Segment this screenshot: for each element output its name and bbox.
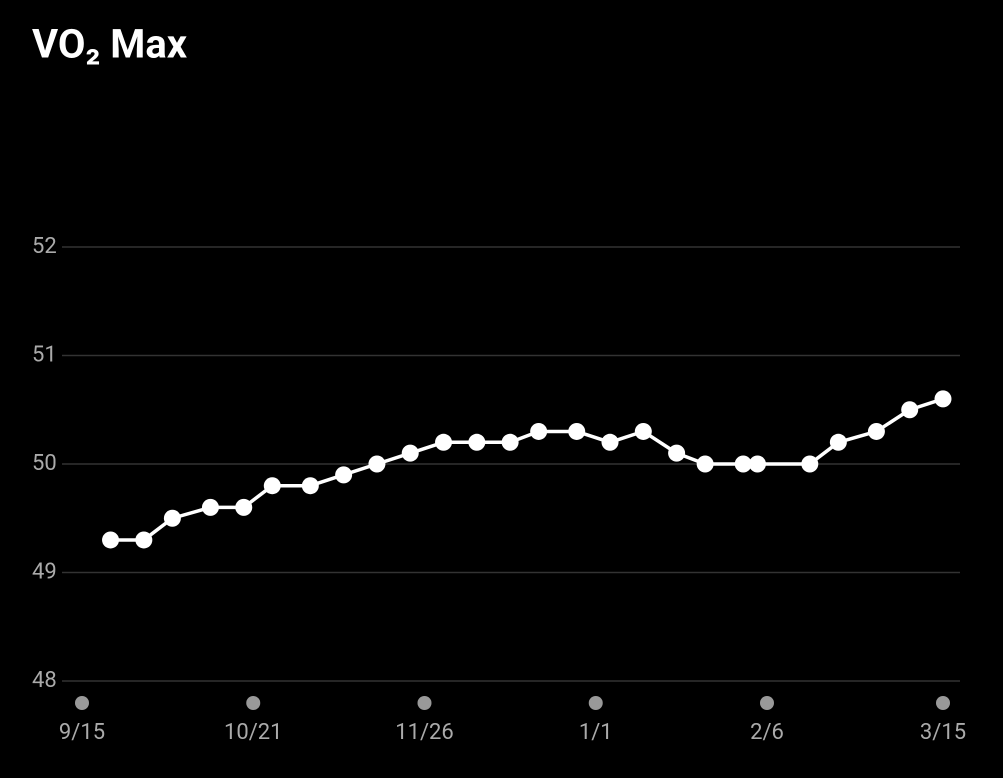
data-point [668,444,686,462]
data-point [568,422,586,440]
x-tick-label: 9/15 [59,720,105,745]
data-point [235,498,253,516]
data-point [867,422,885,440]
data-point [901,401,919,419]
data-point [934,390,952,408]
data-point [135,531,153,549]
x-tick-dot [246,696,261,710]
y-tick-label: 48 [32,668,57,693]
data-point [501,433,519,451]
data-point [601,433,619,451]
data-point [102,531,120,549]
data-point [368,455,386,473]
data-point [263,477,281,495]
x-tick-dot [417,696,432,710]
x-tick-dot [75,696,89,710]
x-tick-label: 1/1 [579,720,613,745]
data-point [634,422,652,440]
x-tick-dot [759,696,774,710]
data-point [301,477,319,495]
data-point [335,466,353,484]
data-point [530,422,548,440]
y-tick-label: 50 [32,451,57,476]
x-tick-label: 3/15 [920,720,966,745]
x-tick-label: 2/6 [750,720,784,745]
data-point [748,455,766,473]
data-point [435,433,453,451]
x-tick-dot [936,696,950,710]
y-tick-label: 51 [32,342,57,367]
x-tick-dot [588,696,603,710]
y-tick-label: 52 [32,234,57,259]
data-point [696,455,714,473]
data-point [801,455,819,473]
data-point [734,455,752,473]
data-point [829,433,847,451]
data-point [201,498,219,516]
data-point [163,509,181,527]
data-point [468,433,486,451]
x-tick-label: 11/26 [395,720,454,745]
y-tick-label: 49 [32,559,57,584]
chart-title: VO₂ Max [32,21,188,68]
data-line [110,397,944,542]
data-point [401,444,419,462]
x-tick-label: 10/21 [224,720,283,745]
